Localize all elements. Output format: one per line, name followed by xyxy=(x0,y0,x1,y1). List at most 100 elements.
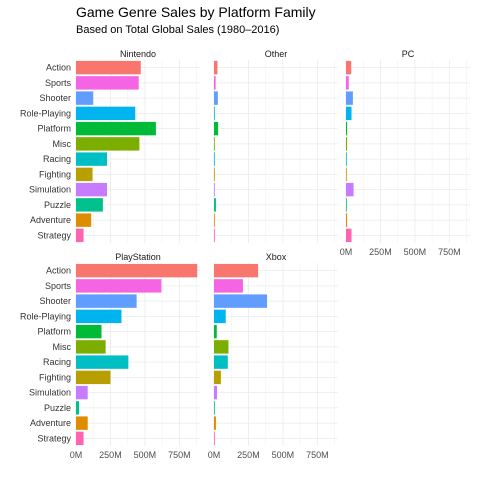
bar-nintendo-simulation xyxy=(76,182,107,197)
bar-pc-platform xyxy=(346,121,348,136)
category-label-simulation: Simulation xyxy=(29,388,71,398)
bar-pc-sports xyxy=(346,76,349,90)
bar-nintendo-fighting xyxy=(76,167,93,182)
bar-other-role-playing xyxy=(214,106,215,121)
bar-other-platform xyxy=(214,121,219,136)
bar-xbox-simulation xyxy=(214,385,218,400)
category-label-sports: Sports xyxy=(45,281,72,291)
bar-nintendo-shooter xyxy=(76,91,94,105)
x-tick-label: 0M xyxy=(208,450,221,460)
facet-label-pc: PC xyxy=(402,49,415,59)
bar-playstation-sports xyxy=(76,279,162,293)
bar-pc-puzzle xyxy=(346,198,347,212)
bar-pc-role-playing xyxy=(346,106,352,121)
category-label-puzzle: Puzzle xyxy=(44,200,71,210)
category-label-strategy: Strategy xyxy=(37,230,71,240)
bar-xbox-puzzle xyxy=(214,401,215,415)
bar-xbox-platform xyxy=(214,324,217,339)
bar-xbox-strategy xyxy=(214,431,215,446)
bar-xbox-adventure xyxy=(214,416,216,430)
facet-label-nintendo: Nintendo xyxy=(120,49,156,59)
bar-pc-racing xyxy=(346,152,347,166)
bar-xbox-shooter xyxy=(214,294,268,308)
bar-nintendo-platform xyxy=(76,121,156,136)
chart-subtitle: Based on Total Global Sales (1980–2016) xyxy=(76,24,280,36)
x-tick-label: 250M xyxy=(99,450,122,460)
x-tick-label: 750M xyxy=(306,450,329,460)
bar-pc-shooter xyxy=(346,91,353,105)
category-label-adventure: Adventure xyxy=(30,418,71,428)
bar-playstation-platform xyxy=(76,324,102,339)
category-label-puzzle: Puzzle xyxy=(44,403,71,413)
category-label-sports: Sports xyxy=(45,78,72,88)
x-tick-label: 500M xyxy=(134,450,157,460)
category-label-misc: Misc xyxy=(53,139,72,149)
bar-other-action xyxy=(214,60,218,75)
bar-playstation-puzzle xyxy=(76,401,80,415)
bar-playstation-shooter xyxy=(76,294,137,308)
category-label-misc: Misc xyxy=(53,342,72,352)
category-label-platform: Platform xyxy=(37,124,71,134)
bar-playstation-racing xyxy=(76,355,129,369)
bar-other-simulation xyxy=(214,182,215,197)
x-tick-label: 750M xyxy=(438,247,461,257)
category-label-simulation: Simulation xyxy=(29,185,71,195)
bar-xbox-misc xyxy=(214,340,229,354)
bar-playstation-action xyxy=(76,263,198,278)
bar-xbox-sports xyxy=(214,279,243,293)
x-tick-label: 0M xyxy=(70,450,83,460)
facet-label-xbox: Xbox xyxy=(266,252,287,262)
bar-other-shooter xyxy=(214,91,218,105)
facet-label-playstation: PlayStation xyxy=(115,252,161,262)
bar-pc-action xyxy=(346,60,352,75)
category-label-shooter: Shooter xyxy=(39,93,71,103)
category-label-action: Action xyxy=(46,266,71,276)
x-tick-label: 250M xyxy=(369,247,392,257)
category-label-platform: Platform xyxy=(37,327,71,337)
bar-other-sports xyxy=(214,76,216,90)
category-label-adventure: Adventure xyxy=(30,215,71,225)
category-label-fighting: Fighting xyxy=(39,372,71,382)
bar-other-racing xyxy=(214,152,215,166)
bar-other-fighting xyxy=(214,167,215,182)
bar-pc-fighting xyxy=(346,167,347,182)
bar-pc-adventure xyxy=(346,213,348,227)
category-label-fighting: Fighting xyxy=(39,169,71,179)
category-label-role-playing: Role-Playing xyxy=(20,108,71,118)
x-tick-label: 750M xyxy=(168,450,191,460)
bar-other-puzzle xyxy=(214,198,216,212)
category-label-action: Action xyxy=(46,63,71,73)
bar-nintendo-sports xyxy=(76,76,139,90)
category-label-role-playing: Role-Playing xyxy=(20,311,71,321)
bar-xbox-role-playing xyxy=(214,309,226,324)
bar-xbox-racing xyxy=(214,355,228,369)
bar-nintendo-adventure xyxy=(76,213,92,227)
x-tick-label: 500M xyxy=(272,450,295,460)
bar-pc-simulation xyxy=(346,182,354,197)
bar-nintendo-misc xyxy=(76,137,140,151)
bar-other-adventure xyxy=(214,213,215,227)
category-label-racing: Racing xyxy=(43,357,71,367)
bar-playstation-misc xyxy=(76,340,106,354)
bar-nintendo-puzzle xyxy=(76,198,103,212)
bar-other-strategy xyxy=(214,228,215,243)
bar-nintendo-strategy xyxy=(76,228,84,243)
bar-pc-strategy xyxy=(346,228,352,243)
category-label-shooter: Shooter xyxy=(39,296,71,306)
bar-xbox-fighting xyxy=(214,370,221,385)
facet-label-other: Other xyxy=(265,49,288,59)
bar-other-misc xyxy=(214,137,215,151)
bar-playstation-adventure xyxy=(76,416,88,430)
bar-nintendo-racing xyxy=(76,152,107,166)
bar-playstation-fighting xyxy=(76,370,111,385)
bar-playstation-strategy xyxy=(76,431,84,446)
bar-playstation-simulation xyxy=(76,385,88,400)
chart-title: Game Genre Sales by Platform Family xyxy=(76,4,316,20)
bar-nintendo-action xyxy=(76,60,141,75)
category-label-racing: Racing xyxy=(43,154,71,164)
x-tick-label: 0M xyxy=(340,247,353,257)
category-label-strategy: Strategy xyxy=(37,433,71,443)
bar-pc-misc xyxy=(346,137,348,151)
bar-xbox-action xyxy=(214,263,259,278)
